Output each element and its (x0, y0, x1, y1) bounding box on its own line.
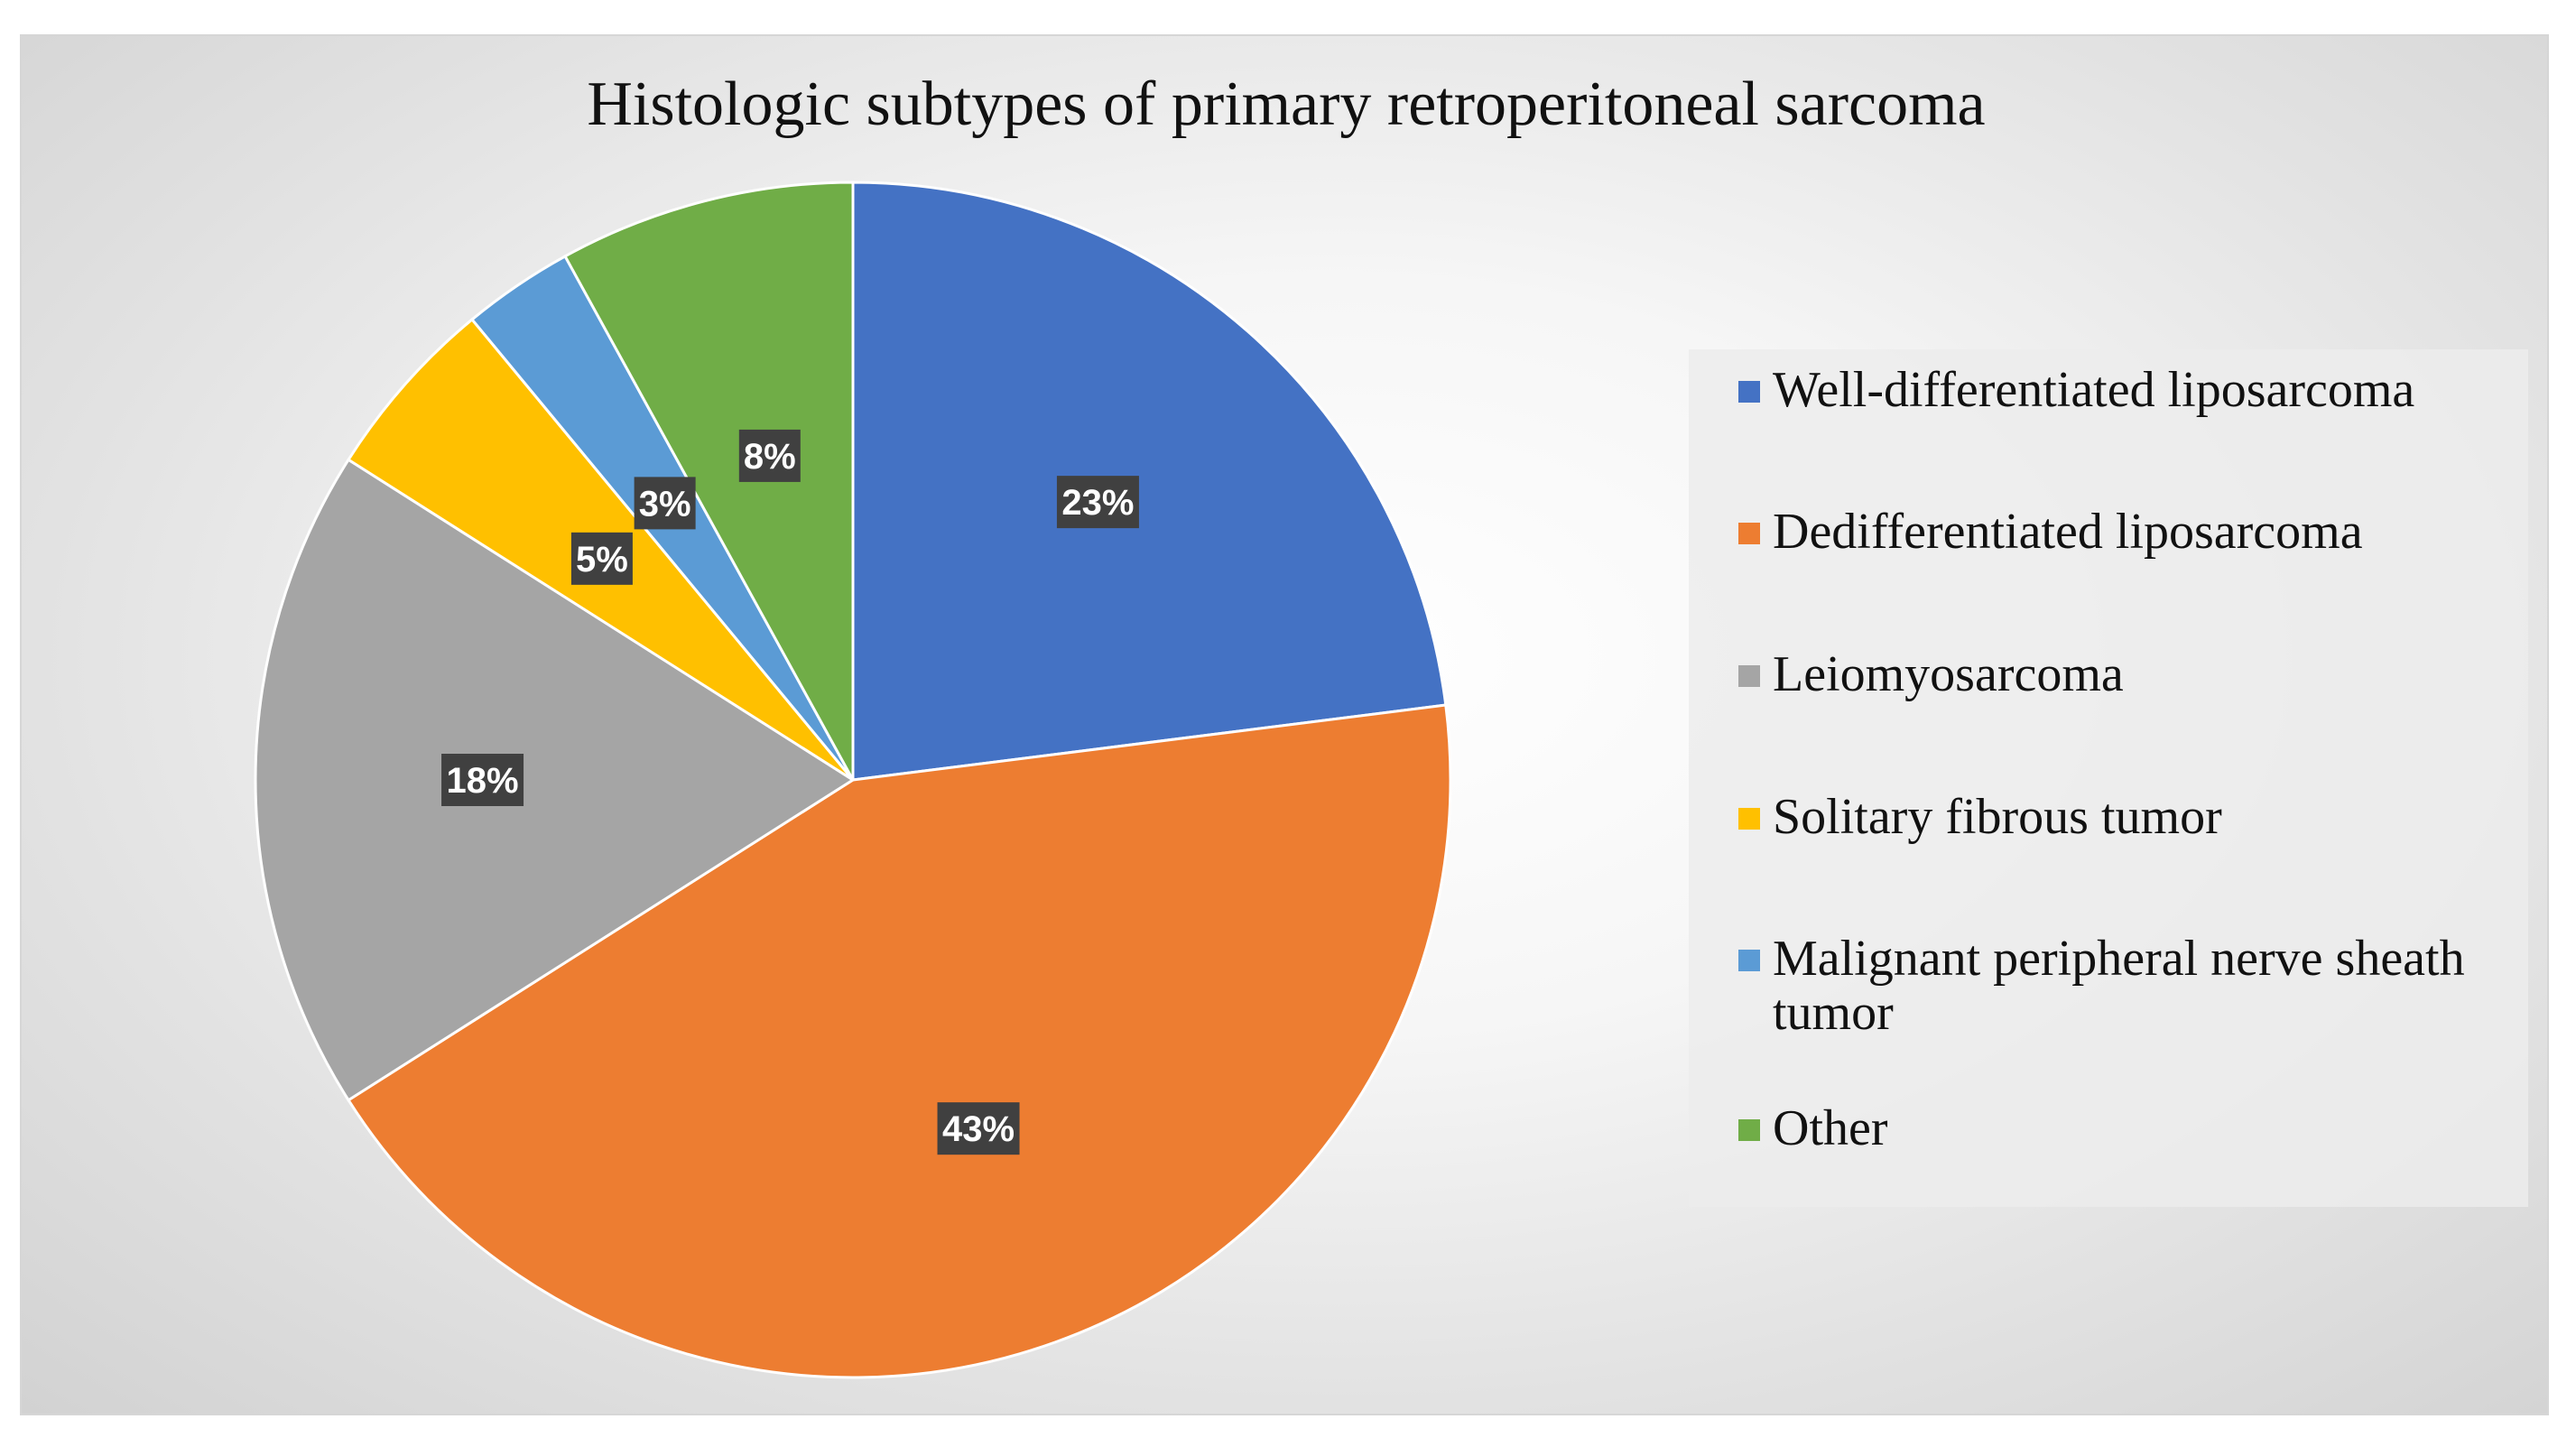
legend-label: Well-differentiated liposarcoma (1773, 362, 2415, 418)
data-label-text: 8% (744, 437, 796, 477)
data-label-solitary-fibrous-tumor: 5% (570, 532, 633, 585)
legend-swatch (1738, 1119, 1760, 1141)
pie-slice-dedifferentiated-liposarcoma (346, 703, 1452, 1379)
legend-swatch (1738, 808, 1760, 830)
data-label-background (634, 477, 696, 530)
data-label-other: 8% (738, 429, 801, 482)
data-label-background (570, 532, 633, 585)
data-label-background (1056, 476, 1139, 529)
legend-label: Malignant peripheral nerve sheath tumor (1773, 931, 2465, 1041)
data-label-dedifferentiated-liposarcoma: 43% (937, 1102, 1020, 1155)
legend-label: Solitary fibrous tumor (1773, 789, 2222, 845)
pie-slice-leiomyosarcoma (254, 458, 856, 1102)
pie-chart: 23% 43% 18% 5% 3% 8% (254, 181, 1452, 1379)
legend-swatch (1738, 665, 1760, 687)
data-label-leiomyosarcoma: 18% (441, 754, 524, 806)
data-label-text: 5% (576, 540, 628, 580)
pie-slice-other (563, 181, 855, 781)
legend-label: Other (1773, 1100, 1888, 1156)
legend-swatch (1738, 381, 1760, 403)
data-label-malignant-peripheral-nerve-sheath-tumor: 3% (634, 477, 696, 530)
data-label-background (937, 1102, 1020, 1155)
data-label-background (441, 754, 524, 806)
legend-swatch (1738, 523, 1760, 544)
legend-label: Dedifferentiated liposarcoma (1773, 504, 2363, 560)
data-label-text: 3% (639, 484, 691, 524)
chart-title: Histologic subtypes of primary retroperi… (587, 70, 1986, 139)
data-label-text: 43% (942, 1109, 1015, 1149)
chart-legend: Well-differentiated liposarcoma Dediffere… (1689, 349, 2528, 1207)
legend-swatch (1738, 950, 1760, 971)
chart-area: Histologic subtypes of primary retroperi… (20, 34, 2549, 1415)
legend-label: Leiomyosarcoma (1773, 646, 2124, 702)
data-label-text: 18% (447, 761, 519, 801)
data-label-well-differentiated-liposarcoma: 23% (1056, 476, 1139, 529)
data-label-background (738, 429, 801, 482)
data-label-text: 23% (1061, 483, 1134, 523)
pie-slice-well-differentiated-liposarcoma (851, 181, 1448, 782)
